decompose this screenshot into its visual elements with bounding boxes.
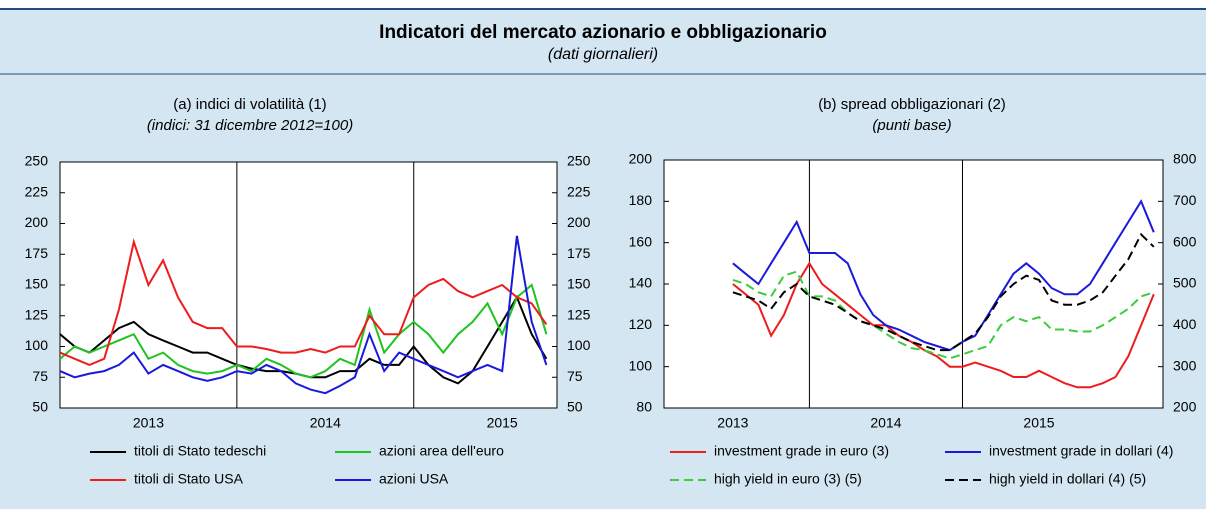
x-tick-label: 2014 — [310, 415, 341, 431]
panel-title: (a) indici di volatilità (1) — [173, 96, 326, 113]
y2-tick-label: 150 — [567, 276, 591, 292]
x-tick-label: 2013 — [133, 415, 164, 431]
plot-area — [59, 161, 558, 409]
x-tick-label: 2013 — [717, 415, 748, 431]
series-line — [59, 238, 548, 366]
panel-subtitle: (punti base) — [872, 117, 951, 134]
y-tick-label: 50 — [32, 399, 48, 415]
y2-tick-label: 600 — [1173, 233, 1197, 249]
series-line — [59, 283, 548, 379]
x-tick-label: 2014 — [870, 415, 901, 431]
y-tick-label: 160 — [629, 233, 653, 249]
series-line — [732, 232, 1155, 352]
plot-area — [663, 159, 1164, 409]
x-tick-label: 2015 — [487, 415, 518, 431]
y-tick-label: 180 — [629, 192, 653, 208]
legend-label: high yield in dollari (4) (5) — [989, 471, 1146, 487]
y-tick-label: 100 — [629, 357, 653, 373]
legend-label: titoli di Stato USA — [134, 471, 244, 487]
y2-tick-label: 700 — [1173, 192, 1197, 208]
y-tick-label: 120 — [629, 316, 653, 332]
y2-tick-label: 175 — [567, 245, 591, 261]
panel-title: (b) spread obbligazionari (2) — [818, 96, 1006, 113]
y-tick-label: 140 — [629, 275, 653, 291]
legend-label: investment grade in dollari (4) — [989, 443, 1173, 459]
y2-tick-label: 250 — [567, 153, 591, 169]
y-tick-label: 250 — [25, 153, 49, 169]
y-tick-label: 75 — [32, 368, 48, 384]
y2-tick-label: 200 — [1173, 399, 1197, 415]
y-tick-label: 100 — [25, 337, 49, 353]
y2-tick-label: 100 — [567, 337, 591, 353]
panel-subtitle: (indici: 31 dicembre 2012=100) — [147, 117, 353, 134]
y2-tick-label: 400 — [1173, 316, 1197, 332]
series-line — [732, 261, 1155, 389]
legend-label: azioni area dell'euro — [379, 443, 504, 459]
y2-tick-label: 225 — [567, 183, 591, 199]
y-tick-label: 175 — [25, 245, 49, 261]
top-strip — [0, 0, 1206, 9]
y2-tick-label: 800 — [1173, 151, 1197, 167]
y-tick-label: 200 — [629, 151, 653, 167]
y2-tick-label: 200 — [567, 214, 591, 230]
y2-tick-label: 500 — [1173, 275, 1197, 291]
x-tick-label: 2015 — [1023, 415, 1054, 431]
y2-tick-label: 125 — [567, 306, 591, 322]
series-line — [732, 270, 1155, 360]
y-tick-label: 125 — [25, 306, 49, 322]
y-tick-label: 225 — [25, 183, 49, 199]
y2-tick-label: 50 — [567, 399, 583, 415]
series-line — [732, 199, 1155, 352]
page-subtitle: (dati giornalieri) — [548, 46, 658, 63]
series-line — [59, 235, 548, 395]
y-tick-label: 150 — [25, 276, 49, 292]
legend-label: azioni USA — [379, 471, 449, 487]
y-tick-label: 200 — [25, 214, 49, 230]
legend-label: titoli di Stato tedeschi — [134, 443, 266, 459]
y-tick-label: 80 — [636, 399, 652, 415]
legend-label: high yield in euro (3) (5) — [714, 471, 862, 487]
y2-tick-label: 300 — [1173, 357, 1197, 373]
y2-tick-label: 75 — [567, 368, 583, 384]
page-title: Indicatori del mercato azionario e obbli… — [379, 22, 827, 43]
legend-label: investment grade in euro (3) — [714, 443, 889, 459]
